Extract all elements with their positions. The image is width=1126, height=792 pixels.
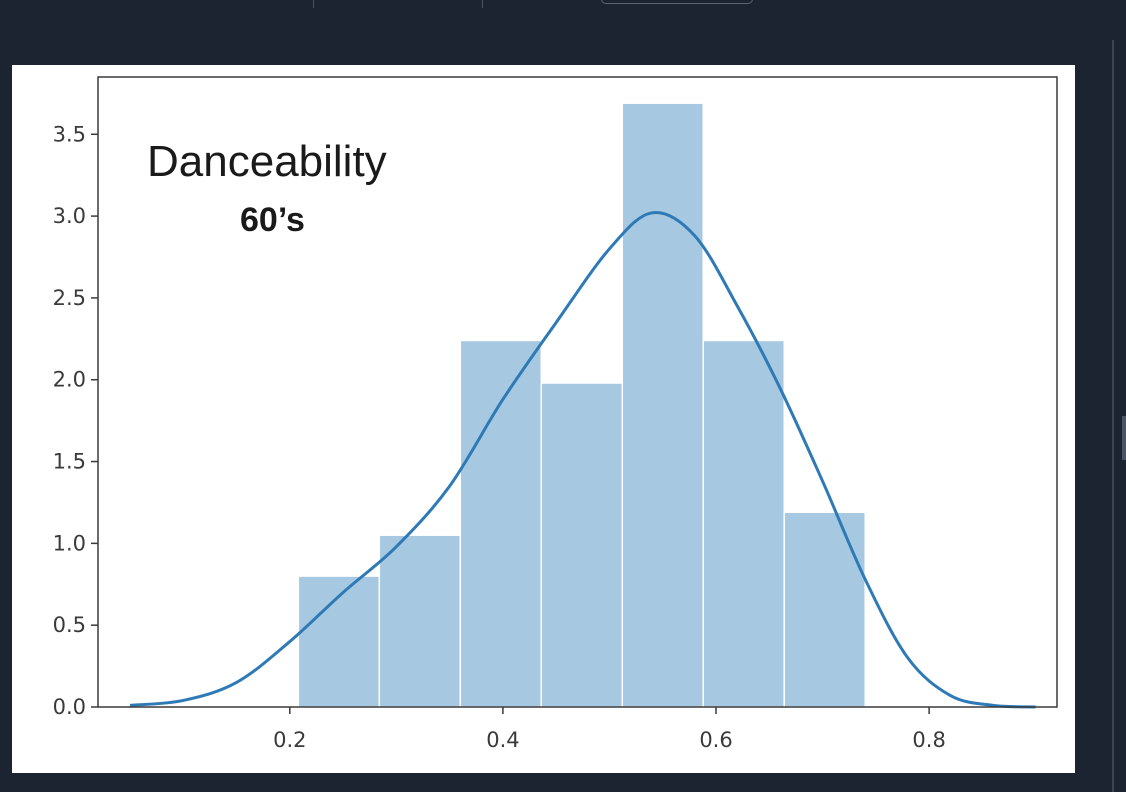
y-tick-label: 0.5	[53, 613, 86, 637]
histogram-chart: 0.0 0.5 1.0 1.5 2.0 2.5 3.0 3.5 0.2 0.4 0.6 0.8	[53, 76, 1058, 752]
top-toolbar-strip	[0, 0, 1126, 10]
plot-frame	[97, 76, 1058, 708]
x-tick-label: 0.8	[912, 728, 945, 752]
y-tick-label: 2.5	[53, 286, 86, 310]
kde-density-line	[129, 211, 1036, 709]
histogram-bar-5	[702, 339, 785, 708]
x-tick-label: 0.2	[273, 728, 306, 752]
scrollbar-thumb[interactable]	[1122, 416, 1126, 460]
histogram-bar-2	[459, 339, 543, 708]
toolbar-divider	[313, 0, 314, 8]
histogram-bar-1	[378, 534, 462, 708]
histogram-bar-6	[783, 511, 866, 708]
toolbar-divider	[482, 0, 483, 8]
y-tick-label: 0.0	[53, 695, 86, 719]
x-tick-label: 0.6	[699, 728, 732, 752]
y-tick-label: 1.0	[53, 531, 86, 555]
toolbar-button[interactable]	[601, 0, 753, 4]
y-tick-label: 3.5	[53, 122, 86, 146]
x-tick-label: 0.4	[486, 728, 519, 752]
chart-subtitle: 60’s	[240, 201, 305, 239]
chart-figure: 0.0 0.5 1.0 1.5 2.0 2.5 3.0 3.5 0.2 0.4 0.6 0.8 Dan…	[12, 65, 1075, 773]
y-tick-label: 2.0	[53, 368, 86, 392]
y-tick-label: 3.0	[53, 204, 86, 228]
y-tick-label: 1.5	[53, 450, 86, 474]
histogram-bar-4	[621, 102, 704, 708]
chart-title: Danceability	[147, 137, 387, 186]
histogram-bar-3	[540, 382, 624, 708]
right-scrollbar[interactable]	[1112, 40, 1126, 792]
